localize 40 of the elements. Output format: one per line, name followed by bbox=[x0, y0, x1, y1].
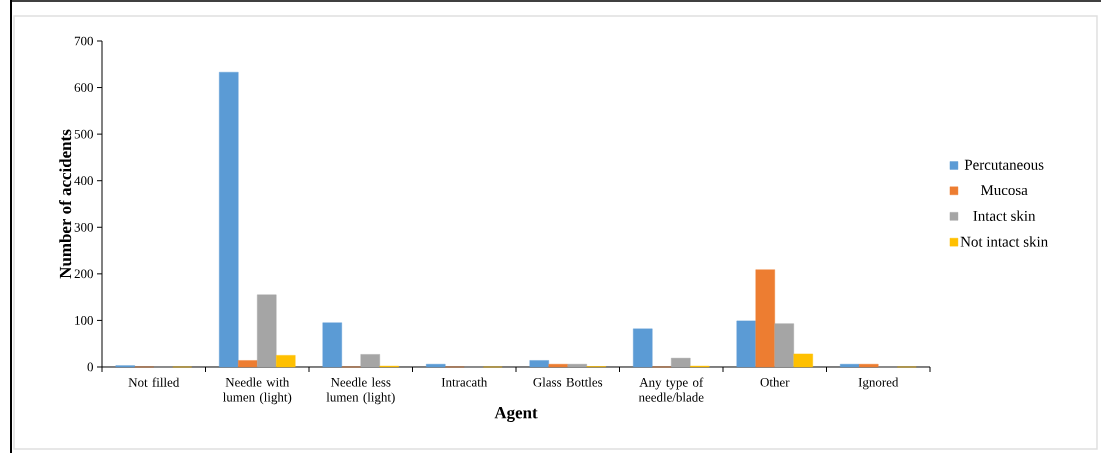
y-tick-label: 200 bbox=[74, 269, 93, 279]
legend-label: Percutaneous bbox=[964, 159, 1044, 170]
bar bbox=[426, 363, 446, 368]
bar bbox=[755, 269, 775, 368]
y-tick-label: 700 bbox=[74, 36, 93, 46]
legend-label: Mucosa bbox=[980, 185, 1028, 196]
bar bbox=[774, 323, 794, 368]
y-tick-label: 500 bbox=[74, 129, 93, 139]
y-tick-label: 0 bbox=[87, 362, 93, 372]
x-tick-label: Intracath bbox=[441, 377, 488, 387]
x-tick-label: Ignored bbox=[858, 377, 899, 390]
bar bbox=[840, 363, 860, 368]
bar bbox=[529, 360, 549, 368]
bar bbox=[238, 360, 258, 368]
y-tick-label: 400 bbox=[74, 176, 93, 186]
legend-label: Intact skin bbox=[973, 210, 1036, 221]
y-tick-label: 600 bbox=[74, 83, 93, 92]
bar bbox=[671, 357, 691, 368]
bar bbox=[736, 320, 756, 368]
x-tick-label: Needle less lumen (light) bbox=[326, 377, 395, 405]
y-tick-label: 300 bbox=[74, 222, 93, 232]
x-axis-title: Agent bbox=[494, 407, 538, 422]
bar bbox=[257, 294, 277, 368]
bar bbox=[322, 322, 342, 368]
x-tick-label: Other bbox=[760, 377, 790, 387]
x-tick-label: Glass Bottles bbox=[533, 377, 603, 387]
bar bbox=[219, 71, 239, 368]
bar bbox=[360, 354, 380, 368]
bar bbox=[548, 363, 568, 368]
bar bbox=[567, 363, 587, 368]
x-tick-label: Not filled bbox=[128, 377, 180, 387]
bar bbox=[633, 328, 653, 368]
bar bbox=[276, 355, 296, 368]
bar bbox=[793, 353, 813, 368]
x-tick-label: Needle with lumen (light) bbox=[222, 377, 292, 405]
legend-label: Not intact skin bbox=[960, 236, 1048, 247]
bar bbox=[859, 363, 879, 368]
x-tick-label: Any type of needle/blade bbox=[638, 377, 704, 402]
y-axis-title: Number of accidents bbox=[59, 129, 72, 279]
y-tick-label: 100 bbox=[75, 316, 93, 325]
